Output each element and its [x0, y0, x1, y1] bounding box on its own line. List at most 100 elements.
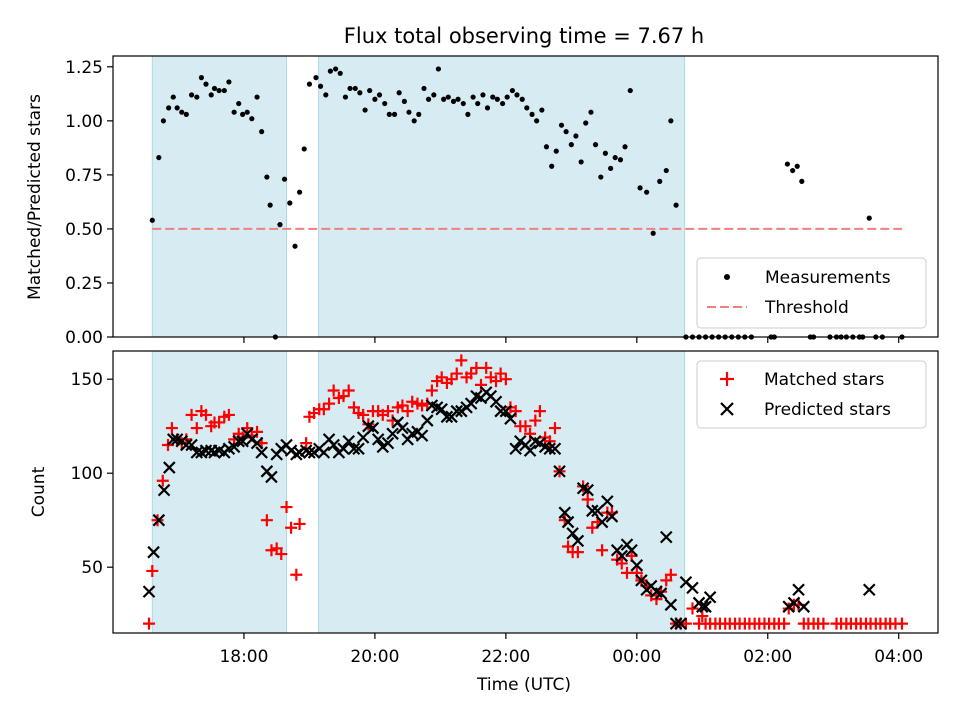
y-tick-label: 1.25 — [65, 58, 103, 78]
measurement-point — [292, 243, 298, 249]
predicted-star-point — [255, 446, 268, 459]
matched-star-point — [213, 416, 226, 429]
matched-star-point — [327, 384, 340, 397]
measurement-point — [306, 81, 313, 87]
measurement-point — [553, 148, 559, 154]
predicted-star-point — [450, 404, 464, 418]
measurement-point — [494, 96, 500, 102]
measurement-point — [558, 122, 565, 128]
predicted-star-point — [347, 442, 361, 456]
measurement-point — [249, 116, 255, 122]
measurement-point — [267, 202, 273, 208]
measurement-point — [460, 100, 466, 107]
threshold-legend-label: Threshold — [764, 298, 849, 318]
measurement-point — [529, 111, 535, 117]
measurement-point — [657, 178, 663, 184]
matched-star-point — [337, 390, 350, 403]
matched-star-point — [290, 568, 303, 581]
matched-star-point — [396, 399, 409, 412]
predicted-star-point — [523, 444, 537, 457]
matched-star-point — [285, 521, 298, 534]
measurement-legend-marker — [724, 274, 730, 280]
predicted-star-point — [163, 461, 176, 474]
predicted-star-point — [152, 513, 166, 527]
matched-star-point — [401, 405, 414, 418]
predicted-star-point — [654, 587, 668, 600]
measurement-point — [534, 118, 540, 124]
measurement-point — [622, 144, 628, 150]
measurement-point — [281, 176, 288, 182]
chart-title: Flux total observing time = 7.67 h — [344, 24, 704, 48]
predicted-star-point — [862, 583, 876, 597]
predicted-star-point — [381, 436, 395, 450]
matched-star-point — [474, 378, 487, 391]
measurement-point — [170, 94, 176, 100]
matched-star-point — [251, 425, 264, 438]
matched-star-point — [455, 354, 468, 367]
matched-star-point — [156, 474, 169, 487]
predicted-legend-label: Predicted stars — [764, 400, 891, 420]
x-tick-label: 04:00 — [874, 647, 923, 667]
measurement-point — [347, 85, 353, 92]
measurement-point — [617, 157, 624, 163]
measurement-point — [627, 87, 633, 94]
y-tick-label: 150 — [71, 370, 103, 390]
measurement-point — [226, 79, 232, 85]
measurement-point — [317, 83, 324, 89]
measurement-point — [583, 120, 589, 126]
predicted-star-point — [190, 446, 204, 459]
measurement-point — [425, 96, 432, 102]
measurement-point — [327, 68, 333, 74]
count-y-ticks: 50 100 150 — [71, 370, 113, 578]
predicted-star-point — [699, 600, 712, 613]
matched-star-point — [664, 568, 677, 581]
matched-star-point — [817, 617, 830, 630]
measurement-point — [637, 185, 643, 191]
measurement-point — [539, 107, 545, 113]
predicted-star-point — [630, 559, 644, 572]
matched-star-point — [435, 371, 448, 384]
matched-star-point — [265, 544, 278, 557]
ratio-panel-frame — [112, 55, 939, 338]
measurement-point — [198, 75, 204, 81]
measurement-point — [211, 85, 218, 92]
measurement-point — [188, 92, 195, 98]
predicted-star-point — [669, 617, 683, 630]
matched-star-point — [895, 617, 908, 630]
measurement-point — [445, 94, 451, 100]
predicted-star-point — [440, 410, 454, 424]
matched-star-point — [586, 521, 599, 534]
observing-band — [318, 350, 686, 634]
x-tick-label: 02:00 — [743, 647, 792, 667]
measurement-point — [244, 109, 250, 115]
predicted-star-point — [366, 421, 380, 435]
measurement-point — [208, 92, 214, 98]
measurement-point — [470, 94, 476, 100]
predicted-star-point — [371, 433, 385, 446]
measurement-point — [598, 174, 604, 180]
measurement-point — [254, 94, 260, 100]
ratio-y-ticks: 0.00 0.25 0.50 0.75 1.00 1.25 — [65, 58, 113, 348]
matched-star-point — [529, 414, 542, 427]
predicted-star-point — [147, 545, 160, 559]
measurement-point — [602, 150, 608, 156]
predicted-star-point — [265, 470, 278, 484]
matched-star-point — [143, 617, 156, 630]
measurement-point — [264, 174, 270, 180]
measurement-point — [650, 230, 656, 236]
measurement-point — [337, 70, 343, 76]
measurement-point — [663, 167, 669, 174]
measurement-point — [549, 163, 555, 169]
measurement-point — [386, 111, 392, 117]
predicted-star-point — [337, 442, 350, 456]
ratio-x-ticks — [243, 337, 900, 343]
matched-star-point — [445, 373, 458, 386]
predicted-star-point — [625, 544, 638, 557]
predicted-star-point — [352, 442, 365, 456]
matched-star-point — [519, 420, 532, 433]
predicted-star-point — [356, 431, 370, 444]
observing-band — [151, 55, 288, 338]
predicted-star-point — [686, 581, 699, 595]
matched-star-point — [190, 422, 203, 435]
